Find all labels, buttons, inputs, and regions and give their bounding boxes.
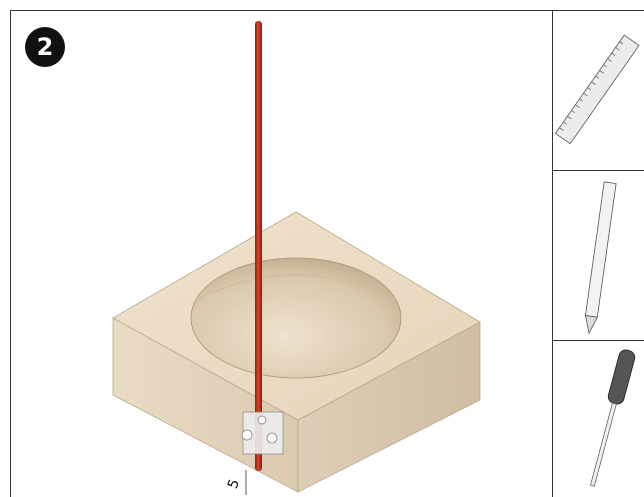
dimension-label: 5 — [225, 477, 243, 491]
screwdriver-icon — [590, 349, 636, 487]
ruler — [554, 34, 640, 145]
pencil-body — [584, 181, 617, 318]
ruler-icon — [554, 34, 640, 145]
frames — [10, 10, 644, 497]
ruler-ticks — [559, 41, 624, 131]
clamp-screw — [241, 429, 253, 441]
pencil-icon — [584, 181, 617, 335]
step-badge — [25, 27, 65, 67]
clamp-screw — [266, 432, 278, 444]
bowl-cavity — [190, 257, 402, 379]
clamp — [241, 411, 284, 455]
red-rod — [255, 21, 262, 471]
step-number: 2 — [37, 33, 54, 61]
screwdriver-handle — [607, 349, 636, 405]
clamp-screw — [257, 415, 267, 425]
screwdriver-shaft — [590, 402, 617, 487]
pencil-tip — [584, 315, 598, 335]
bowl-rim-shade — [195, 274, 397, 301]
main-panel — [10, 10, 553, 497]
wood-block — [112, 211, 481, 493]
